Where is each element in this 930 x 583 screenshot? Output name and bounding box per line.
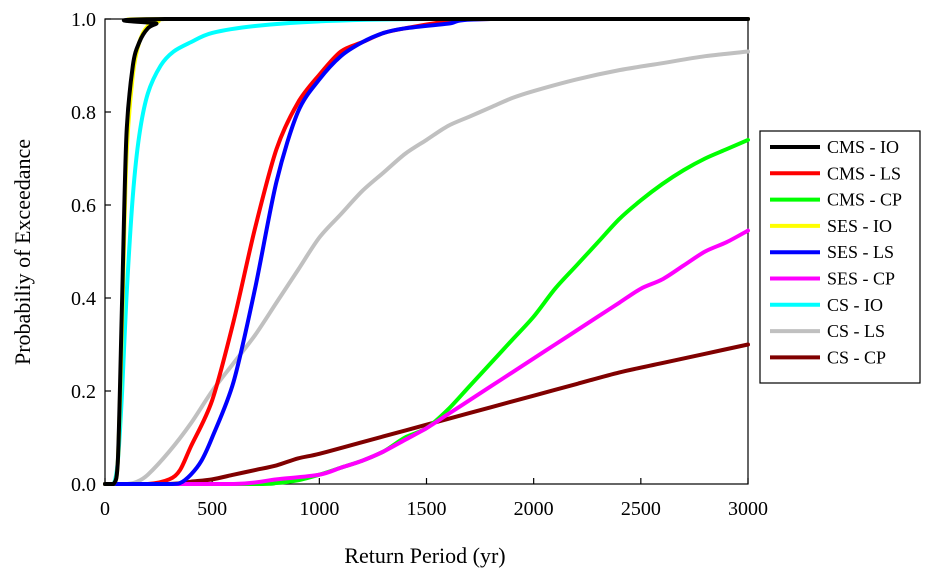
series-line-cms-ls [103, 16, 750, 486]
y-tick-label: 0.4 [71, 288, 96, 310]
legend-label: CMS - LS [827, 163, 901, 183]
series-line-ses-io [103, 16, 750, 486]
x-tick-label: 1000 [299, 498, 339, 520]
series-layer [103, 16, 750, 487]
x-tick-label: 0 [100, 498, 110, 520]
series-line-cms-cp [103, 137, 750, 487]
x-tick-label: 3000 [728, 498, 768, 520]
y-axis-label: Probabiliy of Exceedance [10, 139, 35, 365]
legend-label: CS - LS [827, 321, 885, 341]
y-tick-label: 0.2 [71, 381, 96, 403]
axes-layer: 0 500 1000 1500 2000 2500 3000 0.0 0.2 0.4 0.6 0.8 1… [71, 9, 768, 520]
legend: CMS - IO CMS - LS CMS - CP SES - IO SES - LS… [759, 130, 921, 384]
x-tick-label: 500 [197, 498, 227, 520]
plot-area-frame [104, 18, 749, 485]
x-axis-label: Return Period (yr) [344, 543, 505, 568]
series-line-ses-cp [103, 228, 750, 487]
series-line-cms-io [103, 16, 750, 486]
y-tick-label: 0.6 [71, 195, 96, 217]
series-line-cs-cp [103, 342, 750, 487]
x-tick-label: 1500 [407, 498, 447, 520]
y-tick-label: 0.8 [71, 102, 96, 124]
legend-label: CS - IO [827, 295, 883, 315]
legend-label: CMS - IO [827, 137, 899, 157]
legend-label: SES - CP [827, 269, 895, 289]
legend-label: SES - LS [827, 242, 894, 262]
series-line-ses-ls [103, 16, 750, 487]
legend-box [759, 130, 921, 384]
y-tick-label: 1.0 [71, 9, 96, 31]
legend-label: CS - CP [827, 347, 886, 367]
x-tick-label: 2000 [514, 498, 554, 520]
x-tick-label: 2500 [621, 498, 661, 520]
legend-label: CMS - CP [827, 190, 902, 210]
series-line-cs-ls [103, 49, 750, 486]
legend-label: SES - IO [827, 216, 892, 236]
y-tick-label: 0.0 [71, 474, 96, 496]
series-line-cs-io [103, 16, 750, 486]
